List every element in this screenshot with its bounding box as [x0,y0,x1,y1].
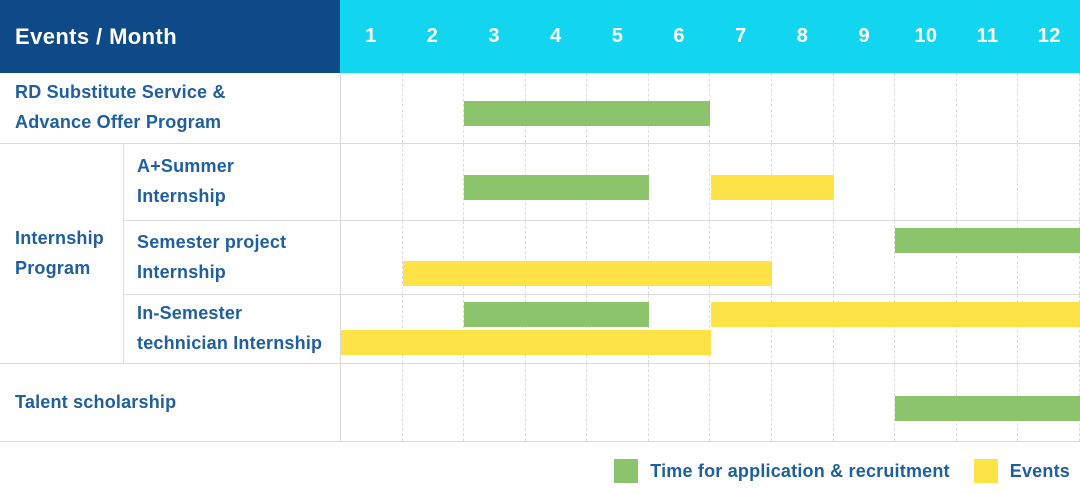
month-cell-bg [587,221,649,294]
month-cell-bg [1018,295,1080,363]
row-chart [340,295,1080,363]
month-cell-bg [464,221,526,294]
month-cell-bg [834,221,896,294]
row-label: RD Substitute Service & Advance Offer Pr… [15,82,226,132]
month-cell-bg [1018,221,1080,294]
month-cell-bg [526,221,588,294]
month-cell-bg [834,364,896,441]
month-cell-bg [649,144,711,220]
green-bar [464,302,649,327]
month-cell-bg [341,221,403,294]
month-header-12: 12 [1037,25,1061,47]
month-cell-bg [895,73,957,143]
month-cell-bg [341,295,403,363]
month-header-3: 3 [488,25,500,47]
month-cell-bg [710,73,773,143]
table-row: A+Summer Internship [0,144,1080,220]
legend-item-application: Time for application & recruitment [614,459,950,483]
month-header-11: 11 [976,25,999,47]
month-header-8: 8 [796,25,809,47]
yellow-bar [341,330,711,355]
month-header-10: 10 [914,25,938,47]
month-header-2: 2 [426,25,439,47]
legend-swatch-application-green [614,459,639,483]
internship-program-group: A+Summer Internship Semester project Inte… [0,143,1080,363]
month-cell-bg [526,364,588,441]
month-cell-bg [834,295,896,363]
month-cell-bg [341,144,403,220]
gantt-figure: Events / Month 1 2 3 4 5 6 7 8 9 10 11 12 RD Substi… [0,0,1080,483]
month-cell-bg [710,364,773,441]
month-cell-bg [957,221,1019,294]
legend-swatch-events-yellow [973,459,998,483]
yellow-bar [402,261,773,286]
month-cell-bg [834,144,896,220]
table-row: Semester project Internship [0,220,1080,294]
month-cell-bg [1018,73,1080,143]
month-cell-bg [403,73,465,143]
months-header: 1 2 3 4 5 6 7 8 9 10 11 12 [340,0,1080,73]
month-cell-bg [587,295,649,363]
month-cell-bg [957,295,1019,363]
month-cell-bg [403,144,465,220]
table-row: In-Semester technician Internship [0,294,1080,363]
legend-label-application: Time for application & recruitment [650,460,950,481]
month-cell-bg [649,364,711,441]
row-chart [340,73,1080,143]
green-bar [895,228,1080,253]
month-cell-bg [957,73,1019,143]
month-cell-bg [649,221,711,294]
group-label: Internship Program [0,144,124,363]
month-cell-bg [772,73,834,143]
month-cell-bg [464,295,526,363]
month-cell-bg [403,364,465,441]
month-cell-bg [895,295,957,363]
green-bar [464,101,711,126]
table-row: Talent scholarship [0,363,1080,441]
month-cell-bg [895,221,957,294]
month-cell-bg [710,295,773,363]
month-cell-bg [1018,144,1080,220]
month-cell-bg [834,73,896,143]
month-header-7: 7 [735,25,747,47]
legend-label-events: Events [1009,460,1070,481]
month-header-4: 4 [550,25,562,47]
table-body: RD Substitute Service & Advance Offer Pr… [0,73,1080,442]
month-header-9: 9 [858,25,870,47]
legend-item-events: Events [973,459,1070,483]
row-chart [340,364,1080,441]
month-header-6: 6 [673,25,685,47]
month-cell-bg [772,364,834,441]
row-label: A+Summer Internship [137,156,235,206]
month-cell-bg [957,144,1019,220]
month-cell-bg [772,295,834,363]
month-cell-bg [526,295,588,363]
table-title: Events / Month [0,0,340,73]
month-cell-bg [403,295,465,363]
month-cell-bg [341,364,403,441]
green-bar [464,175,649,200]
legend: Time for application & recruitment Event… [0,459,1080,483]
row-chart [340,221,1080,294]
month-cell-bg [710,221,773,294]
month-cell-bg [895,144,957,220]
month-cell-bg [772,221,834,294]
row-chart [340,144,1080,220]
month-cell-bg [587,364,649,441]
row-label: Semester project Internship [137,231,287,282]
table-row: RD Substitute Service & Advance Offer Pr… [0,73,1080,143]
green-bar [895,395,1080,421]
month-header-5: 5 [611,25,624,47]
yellow-bar [710,175,834,200]
month-header-1: 1 [365,25,377,47]
month-cell-bg [464,364,526,441]
row-label: Talent scholarship [15,391,177,412]
yellow-bar [710,302,1080,327]
row-label: In-Semester technician Internship [137,303,323,353]
table-header-row: Events / Month 1 2 3 4 5 6 7 8 9 10 11 12 [0,0,1080,73]
month-cell-bg [341,73,403,143]
month-cell-bg [649,295,711,363]
month-cell-bg [403,221,465,294]
